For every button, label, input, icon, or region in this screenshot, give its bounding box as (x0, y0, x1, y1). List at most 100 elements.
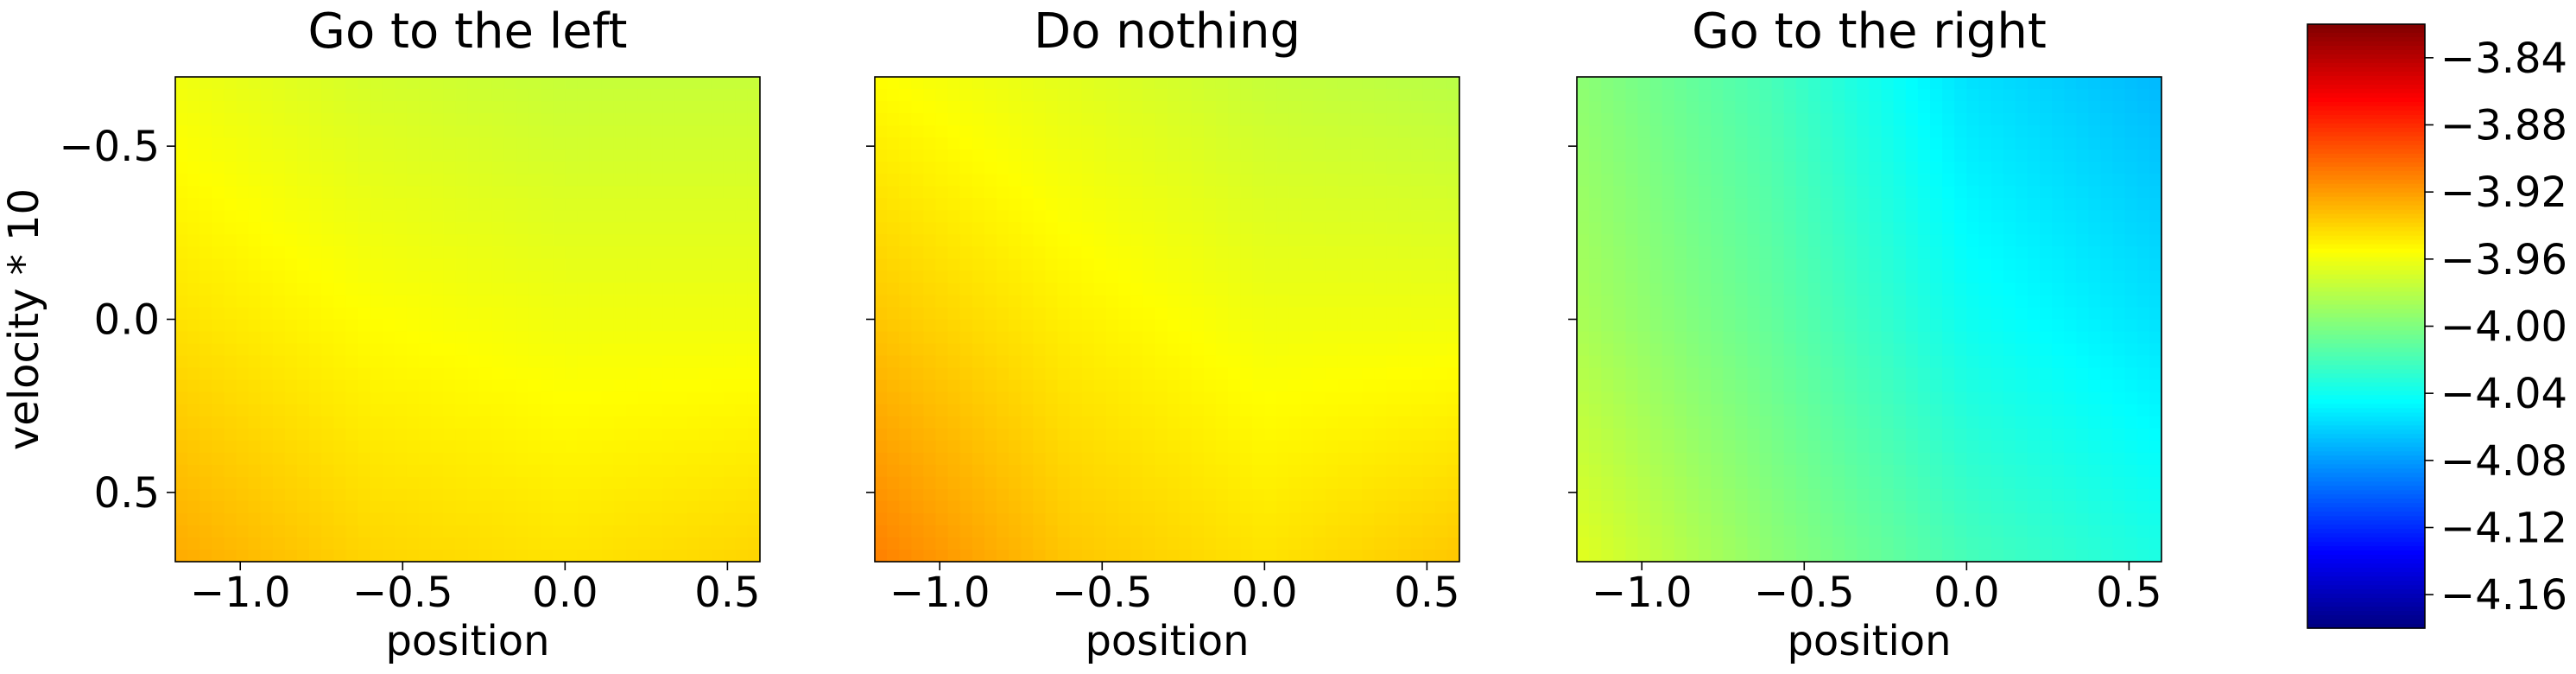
heatmap-cell (1795, 77, 1809, 90)
heatmap-cell (911, 89, 925, 102)
heatmap-cell (1288, 234, 1302, 247)
heatmap-cell (1398, 270, 1412, 284)
heatmap-cell (212, 488, 225, 502)
heatmap-cell (589, 149, 603, 162)
heatmap-cell (2015, 258, 2029, 272)
heatmap-cell (662, 198, 675, 211)
heatmap-cell (309, 391, 322, 405)
heatmap-cell (935, 319, 949, 333)
heatmap-cell (1203, 307, 1217, 321)
heatmap-cell (1410, 162, 1424, 175)
heatmap-cell (212, 343, 225, 357)
heatmap-cell (1845, 77, 1858, 90)
heatmap-cell (1686, 77, 1699, 90)
heatmap-cell (1398, 246, 1412, 259)
heatmap-cell (345, 488, 359, 502)
heatmap-cell (1966, 137, 1980, 150)
heatmap-cell (236, 367, 250, 381)
heatmap-cell (1577, 343, 1590, 357)
heatmap-cell (541, 77, 554, 90)
heatmap-cell (370, 137, 383, 150)
heatmap-cell (997, 174, 1010, 187)
heatmap-cell (947, 283, 961, 296)
heatmap-cell (443, 500, 456, 514)
heatmap-cell (1191, 428, 1205, 442)
heatmap-cell (1325, 416, 1339, 429)
heatmap-cell (479, 319, 493, 333)
heatmap-cell (747, 113, 761, 126)
heatmap-cell (711, 428, 725, 442)
heatmap-cell (899, 222, 912, 235)
heatmap-cell (419, 149, 432, 162)
heatmap-cell (541, 149, 554, 162)
heatmap-cell (1966, 77, 1980, 90)
heatmap-cell (1337, 162, 1351, 175)
heatmap-cell (491, 77, 505, 90)
heatmap-cell (382, 500, 396, 514)
heatmap-cell (1142, 89, 1155, 102)
heatmap-cell (947, 537, 961, 550)
heatmap-cell (1759, 307, 1773, 321)
heatmap-cell (1118, 488, 1131, 502)
heatmap-cell (589, 391, 603, 405)
heatmap-cell (662, 391, 675, 405)
heatmap-cell (1301, 416, 1314, 429)
heatmap-cell (2124, 101, 2138, 114)
heatmap-cell (1820, 101, 1833, 114)
heatmap-cell (1155, 162, 1168, 175)
heatmap-cell (923, 331, 937, 345)
heatmap-cell (1057, 440, 1071, 454)
heatmap-cell (370, 258, 383, 272)
heatmap-cell (1313, 549, 1326, 563)
heatmap-cell (1881, 77, 1895, 90)
heatmap-cell (1093, 186, 1107, 199)
heatmap-cell (735, 476, 749, 490)
heatmap-cell (899, 101, 912, 114)
heatmap-cell (2149, 246, 2162, 259)
heatmap-cell (1386, 331, 1400, 345)
heatmap-cell (1807, 319, 1821, 333)
heatmap-cell (2136, 77, 2150, 90)
heatmap-cell (2003, 234, 2016, 247)
heatmap-cell (1398, 149, 1412, 162)
heatmap-cell (260, 137, 274, 150)
heatmap-cell (662, 307, 675, 321)
heatmap-cell (1081, 222, 1095, 235)
heatmap-cell (1069, 343, 1083, 357)
heatmap-cell (972, 258, 985, 272)
heatmap-cell (553, 270, 566, 284)
heatmap-cell (911, 258, 925, 272)
heatmap-cell (1093, 440, 1107, 454)
heatmap-cell (984, 198, 997, 211)
heatmap-cell (1795, 198, 1809, 211)
heatmap-cell (1191, 440, 1205, 454)
heatmap-cell (1589, 113, 1602, 126)
heatmap-cell (1589, 162, 1602, 175)
heatmap-cell (199, 464, 212, 478)
heatmap-cell (1954, 125, 1967, 138)
heatmap-cell (321, 234, 334, 247)
heatmap-cell (1033, 391, 1047, 405)
heatmap-cell (2124, 234, 2138, 247)
heatmap-cell (1033, 500, 1047, 514)
heatmap-cell (1857, 186, 1870, 199)
heatmap-cell (577, 137, 591, 150)
heatmap-cell (1954, 270, 1967, 284)
heatmap-cell (516, 246, 529, 259)
heatmap-cell (1917, 89, 1931, 102)
heatmap-cell (1783, 89, 1797, 102)
heatmap-cell (528, 500, 541, 514)
heatmap-cell (2027, 113, 2041, 126)
heatmap-cell (959, 549, 973, 563)
heatmap-cell (1954, 77, 1967, 90)
heatmap-cell (1118, 367, 1131, 381)
heatmap-cell (1325, 137, 1339, 150)
heatmap-cell (297, 500, 310, 514)
heatmap-cell (1422, 416, 1436, 429)
heatmap-cell (503, 174, 517, 187)
heatmap-cell (747, 137, 761, 150)
heatmap-cell (875, 295, 888, 308)
heatmap-cell (491, 307, 505, 321)
heatmap-cell (577, 270, 591, 284)
heatmap-cell (1033, 283, 1047, 296)
